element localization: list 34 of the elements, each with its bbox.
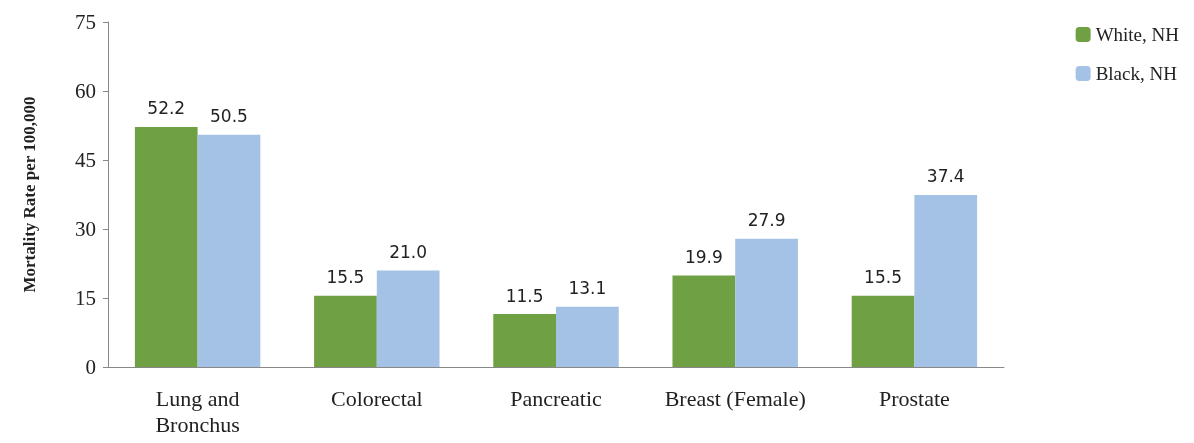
bar	[314, 295, 377, 367]
y-tick-label: 75	[75, 10, 96, 34]
data-label: 27.9	[747, 210, 786, 231]
bar	[735, 238, 798, 367]
data-label: 19.9	[684, 246, 723, 267]
y-tick-label: 15	[75, 286, 96, 310]
legend-label: White, NH	[1095, 24, 1180, 45]
data-label: 52.2	[147, 98, 186, 119]
y-tick-label: 0	[85, 355, 96, 379]
data-label: 37.4	[926, 166, 965, 187]
bar	[851, 295, 915, 367]
y-tick-label: 60	[75, 79, 96, 103]
bar	[493, 314, 556, 367]
bar	[556, 306, 619, 367]
data-label: 21.0	[389, 241, 428, 262]
bar	[376, 270, 440, 367]
bar	[672, 275, 736, 367]
data-label: 15.5	[326, 267, 365, 288]
x-tick-label: Breast (Female)	[664, 385, 806, 411]
data-label: 15.5	[864, 267, 902, 288]
data-label: 13.1	[568, 278, 607, 299]
y-axis-title: Mortality Rate per 100,000	[20, 96, 39, 293]
x-tick-label: Pancreatic	[510, 385, 603, 411]
x-tick-label: Prostate	[878, 385, 950, 411]
x-tick-label: Colorectal	[330, 385, 423, 411]
y-tick-label: 30	[75, 217, 96, 241]
bar	[197, 134, 261, 367]
y-tick-label: 45	[75, 148, 96, 172]
bar	[914, 194, 978, 367]
legend-label: Black, NH	[1095, 63, 1178, 84]
data-label: 11.5	[505, 285, 544, 306]
data-label: 50.5	[210, 106, 248, 127]
bar	[134, 126, 198, 367]
x-tick-label: Lung and Bronchus	[155, 385, 240, 437]
